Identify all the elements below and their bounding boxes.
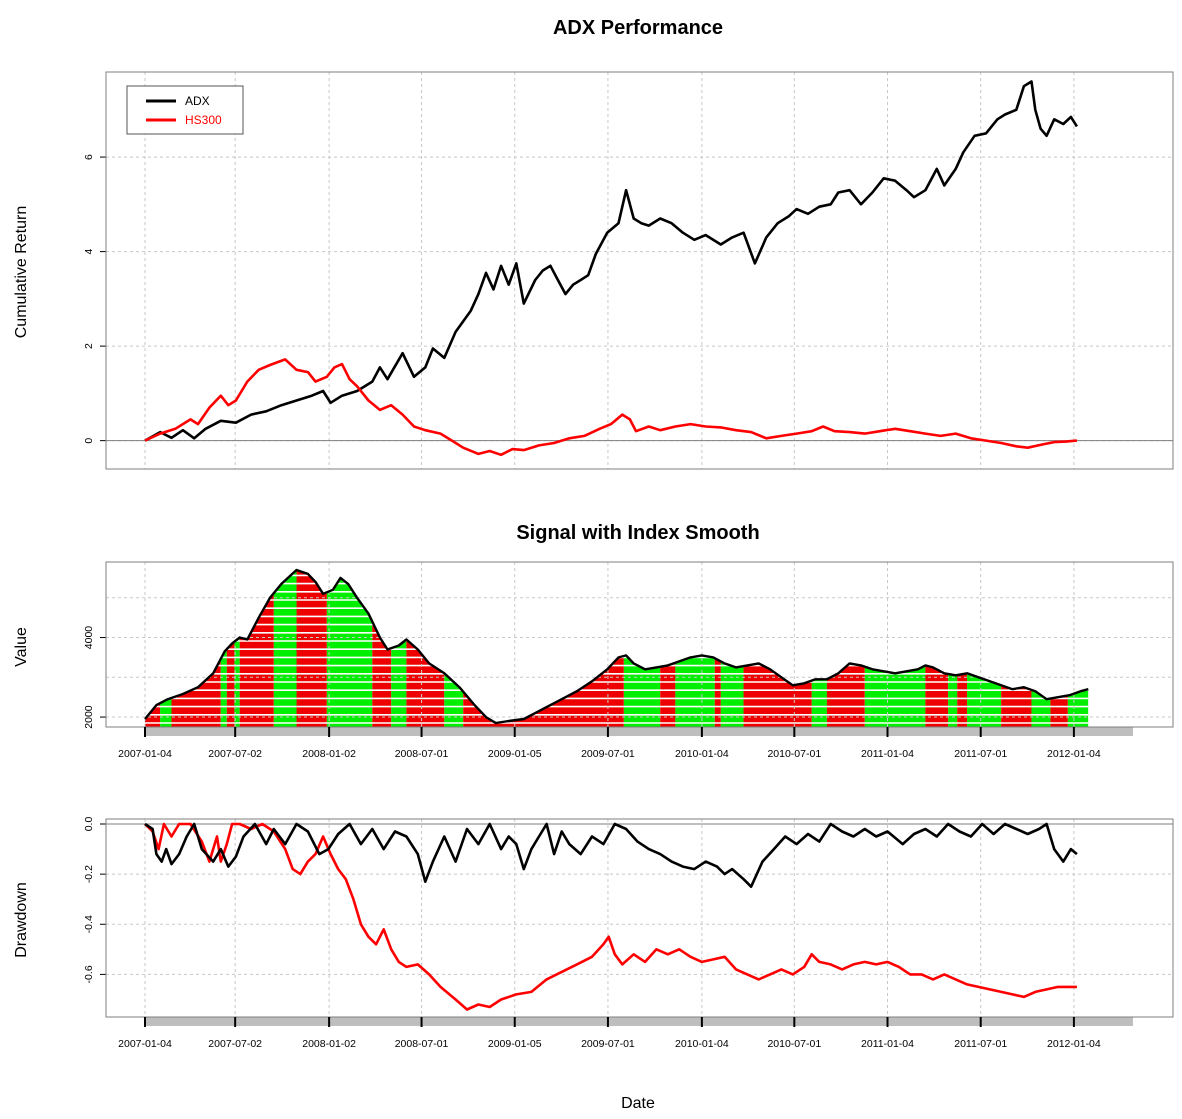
x-ticks-drawdown: 2007-01-04 2007-07-02 2008-01-02 2008-07-01…	[118, 1017, 1101, 1050]
legend: ADX HS300	[126, 85, 244, 135]
x-tick-label: 2010-07-01	[767, 748, 821, 760]
x-tick-label: 2007-07-02	[208, 1038, 262, 1050]
y-tick-label: 6	[83, 154, 95, 160]
signal-regime-short	[1001, 570, 1032, 727]
series-performance	[144, 80, 1078, 457]
y-axis-label-value: Value	[13, 627, 30, 667]
signal-regime-short	[296, 570, 327, 727]
signal-regime-long	[675, 570, 715, 727]
x-tick-label: 2007-01-04	[118, 1038, 172, 1050]
signal-regime-long	[444, 570, 464, 727]
baseline-bar-signal	[145, 727, 1133, 736]
y-ticks-drawdown: 0.0 -0.2 -0.4 -0.6	[83, 817, 106, 983]
signal-regime-long	[864, 570, 926, 727]
signal-regime-short	[239, 570, 274, 727]
x-tick-label: 2007-07-02	[208, 748, 262, 760]
signal-regime-short	[957, 570, 968, 727]
y-tick-label: 0.0	[83, 817, 95, 832]
drawdown-line-hs300	[144, 822, 1077, 1011]
x-tick-label: 2008-07-01	[395, 1038, 449, 1050]
x-tick-label: 2009-07-01	[581, 748, 635, 760]
grid-performance	[106, 72, 1173, 469]
chart-title-signal: Signal with Index Smooth	[516, 522, 759, 544]
series-signal	[144, 568, 1089, 725]
x-tick-label: 2011-07-01	[954, 748, 1007, 760]
signal-regime-long	[220, 570, 227, 727]
x-tick-label: 2010-07-01	[767, 1038, 821, 1050]
y-tick-label: 2	[83, 343, 95, 349]
drawdown-line-adx	[144, 822, 1078, 888]
signal-regime-short	[925, 570, 949, 727]
x-ticks-signal: 2007-01-04 2007-07-02 2008-01-02 2008-07-01…	[118, 727, 1101, 760]
x-tick-label: 2012-01-04	[1047, 1038, 1101, 1050]
plot-frame-drawdown	[105, 818, 1174, 1018]
y-tick-label: -0.2	[83, 865, 95, 883]
signal-regime-short	[1050, 570, 1068, 727]
x-axis-label-date: Date	[621, 1095, 655, 1112]
y-ticks-signal: 2000 4000	[83, 626, 106, 729]
legend-box	[126, 85, 244, 135]
signal-regime-long	[623, 570, 661, 727]
signal-regime-long	[1031, 570, 1051, 727]
x-tick-label: 2012-01-04	[1047, 748, 1101, 760]
signal-regime-long	[273, 570, 297, 727]
x-tick-label: 2007-01-04	[118, 748, 172, 760]
legend-label-hs300: HS300	[185, 113, 222, 127]
y-tick-label: -0.4	[83, 915, 95, 933]
y-axis-label-cumulative-return: Cumulative Return	[13, 206, 30, 339]
series-line-adx	[144, 80, 1078, 442]
baseline-bar-drawdown	[145, 1017, 1133, 1026]
x-tick-label: 2010-01-04	[675, 748, 729, 760]
x-tick-label: 2009-01-05	[488, 748, 542, 760]
signal-regime-long	[720, 570, 744, 727]
signal-regime-long	[948, 570, 958, 727]
y-tick-label: 2000	[83, 705, 95, 729]
y-tick-label: 4	[83, 249, 95, 255]
y-axis-label-drawdown: Drawdown	[13, 882, 30, 958]
x-tick-label: 2011-07-01	[954, 1038, 1007, 1050]
y-ticks-performance: 0 2 4 6	[83, 154, 106, 444]
signal-regime-long	[811, 570, 827, 727]
legend-label-adx: ADX	[185, 94, 210, 108]
signal-regime-short	[372, 570, 392, 727]
chart-title-performance: ADX Performance	[553, 17, 723, 39]
x-tick-label: 2008-07-01	[395, 748, 449, 760]
grid-signal	[106, 562, 1173, 727]
signal-regime-short	[743, 570, 812, 727]
signal-regime-short	[714, 570, 721, 727]
y-tick-label: 0	[83, 438, 95, 444]
signal-regime-short	[826, 570, 865, 727]
signal-regime-long	[967, 570, 1002, 727]
signal-regime-short	[463, 570, 624, 727]
signal-regimes	[145, 570, 1089, 727]
series-drawdown	[144, 822, 1078, 1011]
x-tick-label: 2010-01-04	[675, 1038, 729, 1050]
y-tick-label: -0.6	[83, 965, 95, 983]
x-tick-label: 2011-01-04	[861, 748, 914, 760]
y-tick-label: 4000	[83, 626, 95, 650]
signal-regime-short	[171, 570, 221, 727]
plot-frame-performance	[105, 71, 1174, 470]
series-line-index-smooth	[144, 568, 1089, 725]
x-tick-label: 2009-07-01	[581, 1038, 635, 1050]
series-line-hs300	[144, 358, 1078, 457]
signal-regime-short	[145, 570, 161, 727]
x-tick-label: 2009-01-05	[488, 1038, 542, 1050]
x-tick-label: 2008-01-02	[302, 748, 356, 760]
signal-area	[145, 570, 1089, 727]
x-tick-label: 2011-01-04	[861, 1038, 914, 1050]
signal-regime-long	[1067, 570, 1089, 727]
grid-drawdown	[106, 819, 1173, 1017]
plot-frame-signal	[105, 561, 1174, 728]
signal-regime-short	[660, 570, 676, 727]
x-tick-label: 2008-01-02	[302, 1038, 356, 1050]
